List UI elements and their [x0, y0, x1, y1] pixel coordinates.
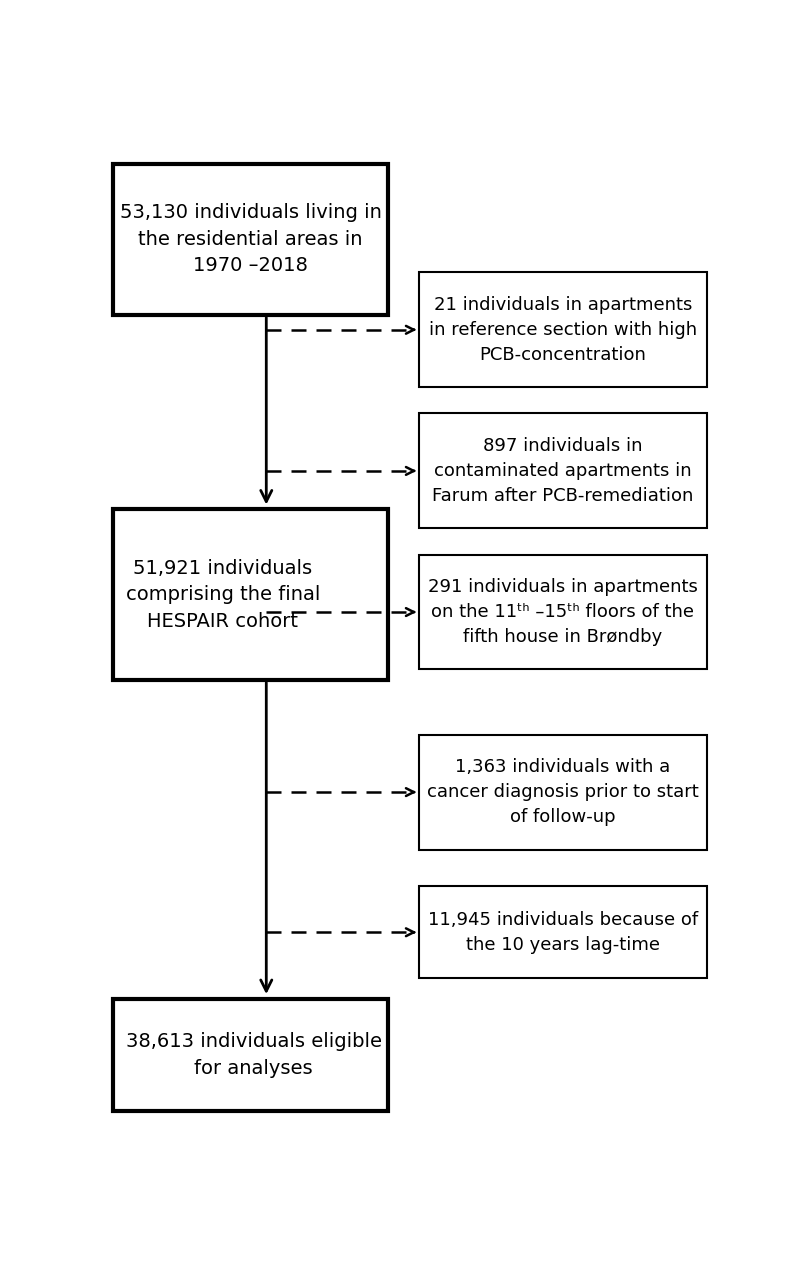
FancyBboxPatch shape: [419, 555, 707, 670]
FancyBboxPatch shape: [113, 164, 388, 315]
FancyBboxPatch shape: [419, 886, 707, 978]
FancyBboxPatch shape: [419, 734, 707, 849]
FancyBboxPatch shape: [113, 999, 388, 1111]
FancyBboxPatch shape: [419, 413, 707, 528]
Text: 291 individuals in apartments
on the 11ᵗʰ –15ᵗʰ floors of the
fifth house in Brø: 291 individuals in apartments on the 11ᵗ…: [428, 578, 698, 646]
Text: 11,945 individuals because of
the 10 years lag-time: 11,945 individuals because of the 10 yea…: [428, 911, 698, 954]
Text: 38,613 individuals eligible
for analyses: 38,613 individuals eligible for analyses: [126, 1033, 382, 1078]
FancyBboxPatch shape: [113, 509, 388, 680]
Text: 53,130 individuals living in
the residential areas in
1970 –2018: 53,130 individuals living in the residen…: [120, 204, 381, 276]
FancyBboxPatch shape: [419, 272, 707, 387]
Text: 1,363 individuals with a
cancer diagnosis prior to start
of follow-up: 1,363 individuals with a cancer diagnosi…: [427, 758, 699, 827]
Text: 51,921 individuals
comprising the final
HESPAIR cohort: 51,921 individuals comprising the final …: [126, 559, 320, 631]
Text: 21 individuals in apartments
in reference section with high
PCB-concentration: 21 individuals in apartments in referenc…: [429, 296, 697, 364]
Text: 897 individuals in
contaminated apartments in
Farum after PCB-remediation: 897 individuals in contaminated apartmen…: [432, 437, 694, 504]
